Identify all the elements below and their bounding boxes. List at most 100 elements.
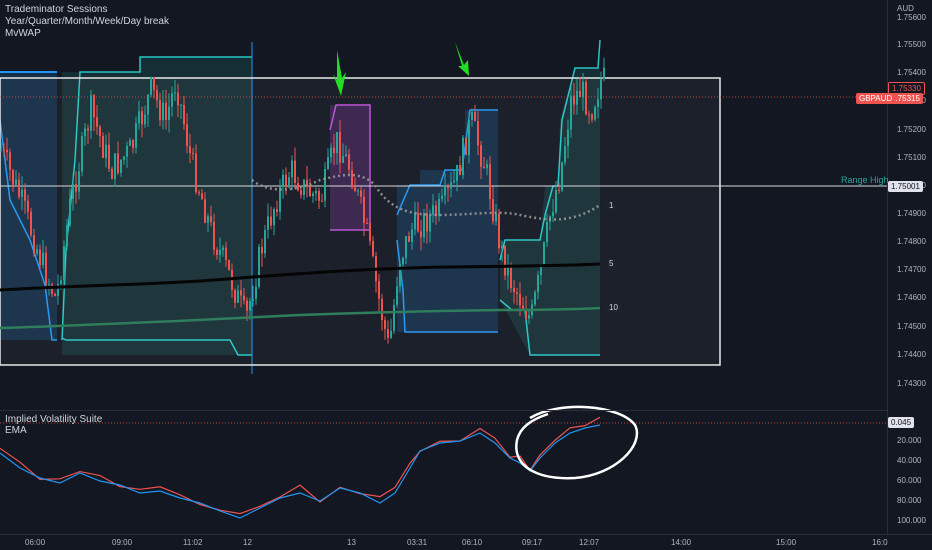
candle-body [183,104,185,125]
candle-body [438,199,440,217]
candle-body [312,193,314,197]
candle-body [315,190,317,194]
candle-body [579,90,581,98]
candle-body [273,209,275,226]
candle-body [576,90,578,105]
candle-body [318,190,320,201]
candle-body [345,154,347,157]
candle-body [537,275,539,293]
indicator-tick: 80.000 [897,496,922,505]
candle-body [123,156,125,160]
candle-body [591,114,593,120]
candle-body [261,246,263,254]
price-tick: 1.75600 [897,13,926,22]
candle-body [285,174,287,188]
candle-body [360,190,362,197]
candle-body [369,223,371,241]
indicator-title[interactable]: Implied Volatility Suite [5,414,103,425]
range-box[interactable] [0,77,721,366]
candle-body [282,174,284,188]
candle-body [195,153,197,193]
candle-body [111,168,113,179]
candle-body [387,328,389,338]
time-tick: 03:31 [407,538,428,547]
candle-body [180,104,182,106]
green-arrow-icon [333,50,346,96]
time-tick: 16:0 [872,538,888,547]
pane-separator[interactable] [0,410,888,411]
candle-body [372,240,374,257]
session-line-teal-2-low [61,337,252,356]
candle-body [558,190,560,192]
candle-body [39,249,41,266]
candle-body [102,136,104,158]
legend-breaks[interactable]: Year/Quarter/Month/Week/Day break [5,16,169,27]
candle-body [78,171,80,192]
candle-body [378,281,380,299]
candle-body [390,330,392,338]
time-tick: 15:00 [776,538,797,547]
session-line-purple-3 [329,104,371,231]
mvwap-label-1: 1 [606,201,617,210]
candle-body [471,111,473,120]
candle-body [249,301,251,311]
candle-body [189,146,191,153]
candle-body [243,295,245,301]
time-tick: 13 [347,538,356,547]
candle-body [66,225,68,247]
candle-body [435,205,437,217]
price-tick: 1.74600 [897,293,926,302]
candle-body [552,212,554,217]
candle-body [594,106,596,120]
candle-body [225,247,227,261]
candle-body [240,290,242,296]
candle-body [159,100,161,121]
candle-body [117,153,119,173]
candle-body [198,192,200,194]
candle-body [405,236,407,258]
candle-body [108,144,110,169]
candle-body [477,121,479,146]
symbol-tag: GBPAUD [856,93,896,104]
candle-body [465,137,467,155]
candle-body [474,111,476,122]
price-tick: 1.75200 [897,125,926,134]
candle-body [429,214,431,232]
candle-body [297,182,299,191]
candle-body [441,195,443,200]
candle-body [114,153,116,179]
candle-body [84,128,86,137]
legend-sessions[interactable]: Trademinator Sessions [5,4,108,15]
candle-body [489,164,491,200]
green-arrow-icon [455,42,469,76]
candle-body [480,145,482,167]
candle-body [507,265,509,276]
candle-body [51,284,53,294]
candle-body [279,187,281,212]
candle-body [399,264,401,287]
candle-body [216,249,218,255]
candle-body [36,249,38,254]
candle-body [567,129,569,147]
indicator-tick: 60.000 [897,476,922,485]
time-tick: 06:00 [25,538,46,547]
candle-body [201,193,203,200]
indicator-ema-label[interactable]: EMA [5,425,27,436]
candle-body [90,95,92,131]
price-tick: 1.74500 [897,322,926,331]
legend-mvwap[interactable]: MvWAP [5,28,41,39]
candle-body [333,147,335,154]
currency-label: AUD [897,4,914,13]
candle-body [543,242,545,266]
candle-body [141,111,143,125]
candle-body [411,229,413,242]
candle-body [408,236,410,242]
mvwap-10-line [0,306,601,330]
candle-body [144,114,146,125]
candle-body [342,156,344,163]
time-tick: 09:17 [522,538,543,547]
candle-body [381,298,383,321]
candle-body [99,126,101,137]
